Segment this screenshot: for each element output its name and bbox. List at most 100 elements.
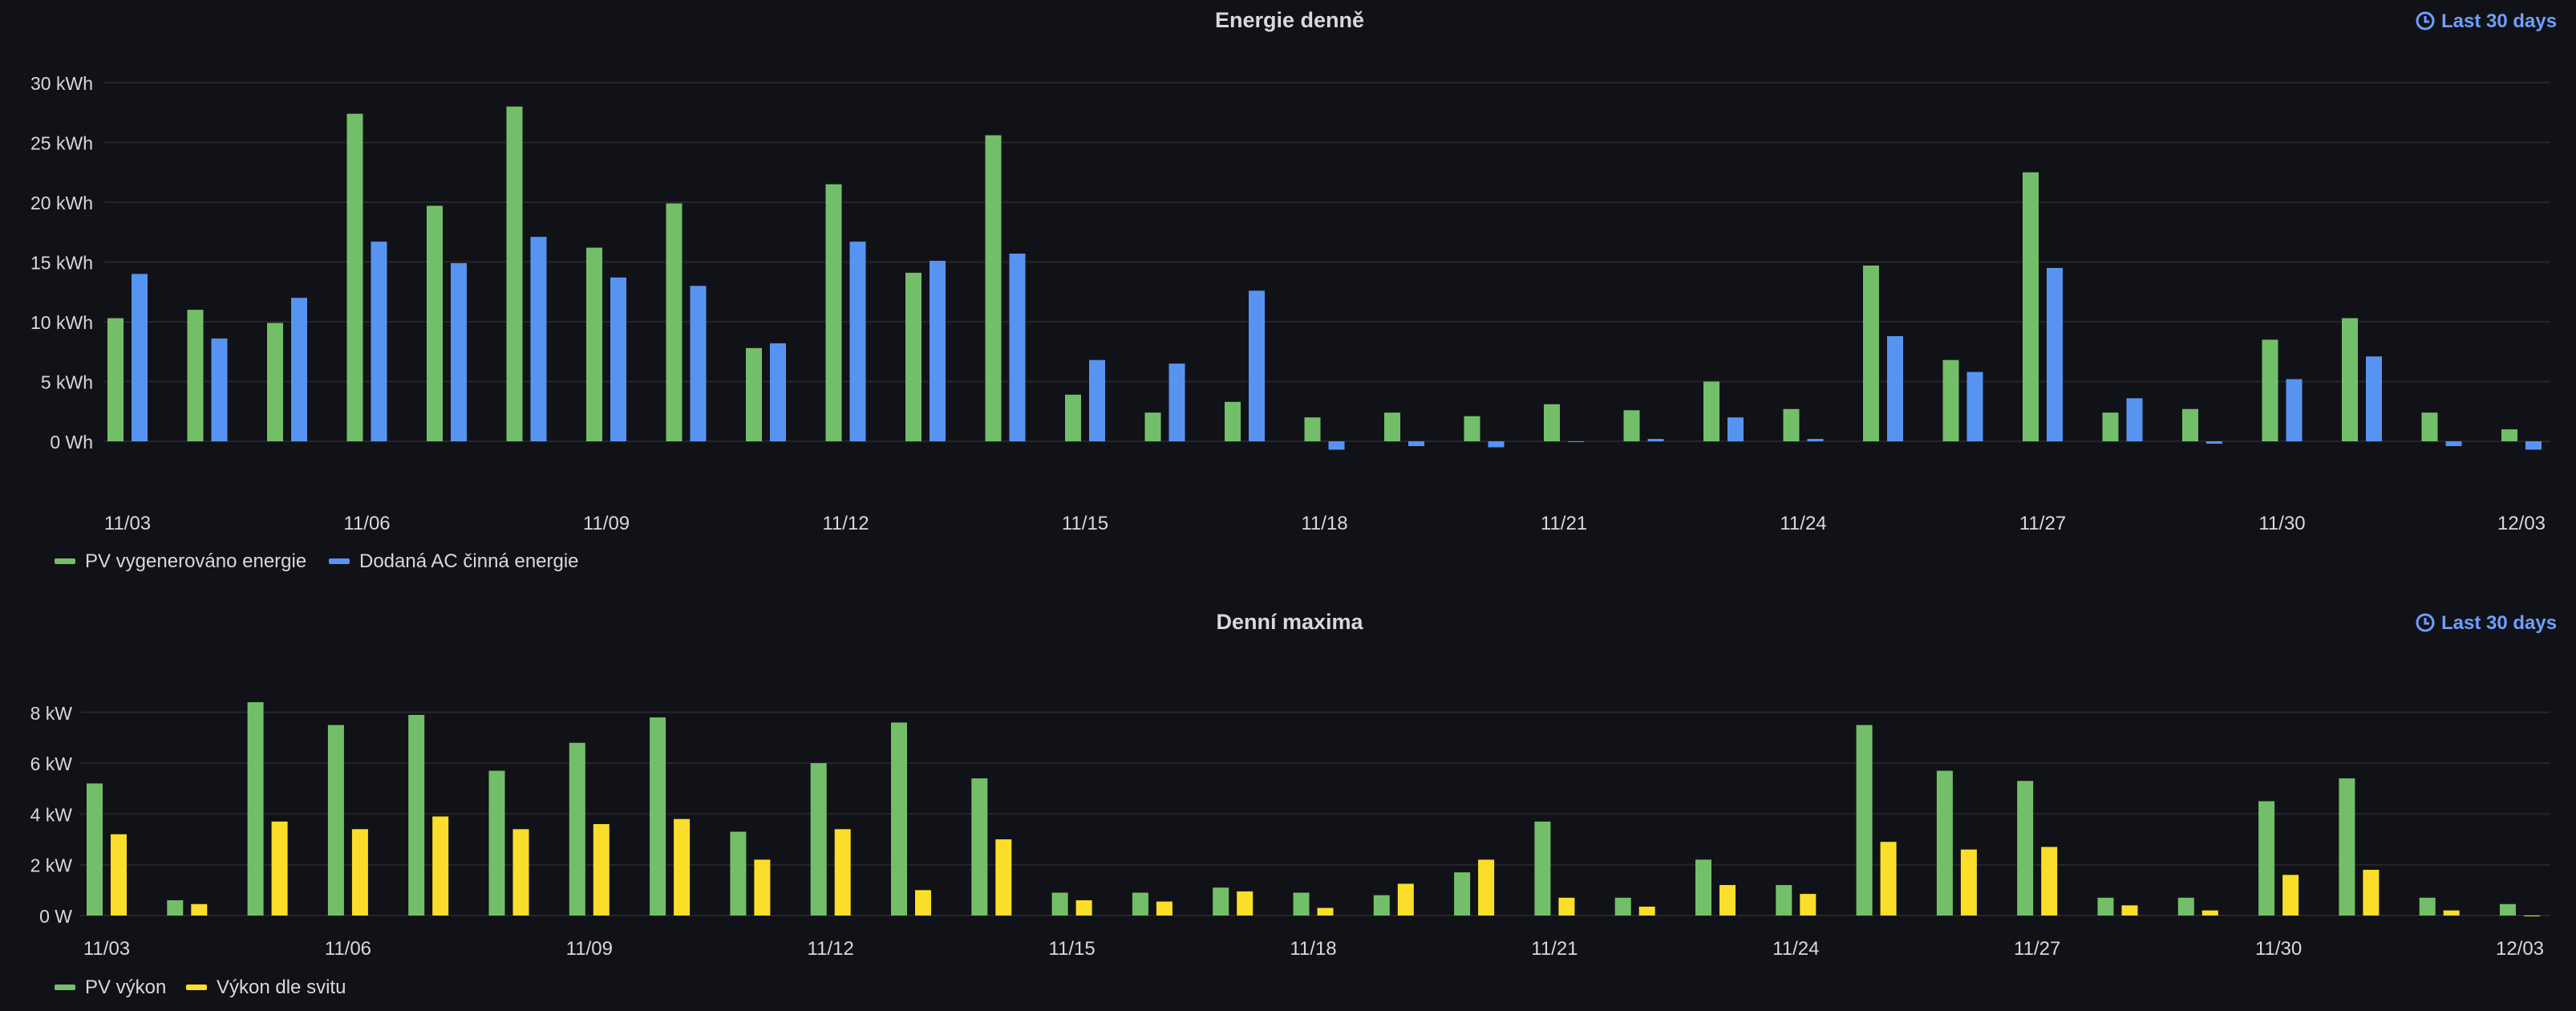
legend-item[interactable]: PV výkon — [55, 976, 166, 998]
bar-series2 — [1727, 417, 1744, 441]
bar-series2 — [1960, 849, 1977, 916]
bar-series1 — [167, 900, 184, 916]
bar-series2 — [1880, 842, 1897, 916]
bar-series1 — [2500, 903, 2516, 916]
bar-series2 — [1719, 885, 1736, 916]
bar-series2 — [2126, 398, 2143, 441]
bar-series1 — [2258, 801, 2275, 916]
bar-series1 — [1703, 381, 1719, 441]
bar-series1 — [1065, 394, 1081, 441]
bar-series2 — [1075, 900, 1092, 916]
legend: PV vygenerováno energie Dodaná AC činná e… — [55, 550, 579, 572]
bar-series1 — [408, 714, 425, 916]
bar-series2 — [2206, 441, 2222, 444]
bar-series2 — [530, 237, 547, 441]
x-tick-label: 11/24 — [1772, 938, 1819, 960]
legend-swatch — [55, 558, 75, 564]
legend-swatch — [329, 558, 350, 564]
bar-series2 — [1638, 906, 1655, 916]
y-tick-label: 5 kWh — [41, 372, 93, 393]
clock-icon — [2416, 613, 2435, 632]
bar-series1 — [1614, 897, 1631, 916]
bar-series2 — [371, 242, 387, 441]
x-tick-label: 11/27 — [2014, 938, 2060, 960]
bar-series2 — [2121, 905, 2138, 916]
bar-series2 — [2525, 441, 2542, 450]
bar-series2 — [2286, 379, 2303, 441]
bar-series2 — [2443, 910, 2460, 916]
x-tick-label: 11/06 — [325, 938, 371, 960]
bar-series2 — [512, 829, 529, 916]
bar-series2 — [1478, 859, 1495, 916]
bar-series1 — [2102, 412, 2119, 441]
bar-series2 — [1568, 441, 1584, 442]
bar-series1 — [2023, 172, 2039, 441]
x-tick-label: 11/30 — [2255, 938, 2302, 960]
y-tick-label: 0 W — [39, 906, 72, 927]
bar-series1 — [2501, 429, 2517, 441]
bar-series2 — [2047, 267, 2063, 441]
bar-series1 — [107, 318, 124, 441]
bar-series1 — [985, 135, 1002, 441]
bar-series2 — [291, 298, 307, 441]
legend-label: PV výkon — [85, 976, 166, 998]
bar-series2 — [132, 274, 148, 441]
bar-series1 — [1144, 412, 1161, 441]
bar-series2 — [1156, 901, 1173, 916]
x-tick-label: 11/27 — [2019, 513, 2066, 534]
bar-series1 — [569, 742, 585, 916]
bar-series1 — [1695, 859, 1711, 916]
bar-series1 — [730, 831, 747, 916]
bar-series2 — [930, 261, 946, 441]
x-tick-label: 11/09 — [566, 938, 613, 960]
y-tick-label: 8 kW — [30, 703, 73, 724]
x-tick-label: 12/03 — [2497, 513, 2546, 534]
bar-series1 — [1544, 404, 1560, 441]
bar-series1 — [746, 347, 762, 441]
bar-series1 — [1384, 412, 1400, 441]
bar-series1 — [247, 702, 264, 916]
bar-series2 — [915, 890, 931, 916]
bar-series2 — [770, 343, 786, 441]
bar-series1 — [1863, 265, 1879, 441]
bar-series1 — [1051, 892, 1068, 916]
bar-series2 — [2201, 910, 2218, 916]
bar-series2 — [754, 859, 771, 916]
y-tick-label: 20 kWh — [30, 193, 93, 213]
bar-series2 — [690, 286, 707, 441]
x-tick-label: 11/09 — [583, 513, 630, 534]
bar-series1 — [1373, 895, 1390, 916]
legend-item[interactable]: PV vygenerováno energie — [55, 550, 306, 572]
legend-item[interactable]: Dodaná AC činná energie — [329, 550, 579, 572]
x-tick-label: 11/03 — [83, 938, 130, 960]
time-range-link[interactable]: Last 30 days — [2416, 612, 2557, 634]
bar-series2 — [610, 277, 626, 441]
bar-series1 — [267, 323, 283, 441]
bar-series1 — [506, 106, 523, 442]
bar-series1 — [810, 763, 827, 916]
bar-series1 — [905, 272, 921, 441]
y-tick-label: 15 kWh — [30, 253, 93, 274]
bar-series2 — [271, 821, 288, 916]
bar-series2 — [1009, 254, 1026, 441]
bar-series2 — [995, 839, 1012, 916]
bar-series2 — [1397, 883, 1414, 916]
bar-series2 — [111, 834, 127, 916]
bar-series1 — [1213, 887, 1229, 916]
panel-title: Denní maxima — [1216, 610, 1363, 634]
x-tick-label: 11/06 — [343, 513, 390, 534]
x-tick-label: 11/15 — [1062, 513, 1108, 534]
bar-series1 — [2097, 897, 2114, 916]
legend-item[interactable]: Výkon dle svitu — [186, 976, 346, 998]
time-range-link[interactable]: Last 30 days — [2416, 10, 2557, 32]
bar-series2 — [1647, 439, 1664, 441]
bar-series1 — [1293, 892, 1310, 916]
bar-series2 — [1887, 335, 1903, 441]
bar-series1 — [2339, 778, 2355, 916]
bar-series2 — [2363, 870, 2380, 916]
legend: PV výkon Výkon dle svitu — [55, 976, 346, 998]
bar-series1 — [2177, 897, 2194, 916]
bar-series1 — [1454, 872, 1471, 916]
bar-series1 — [488, 770, 505, 916]
